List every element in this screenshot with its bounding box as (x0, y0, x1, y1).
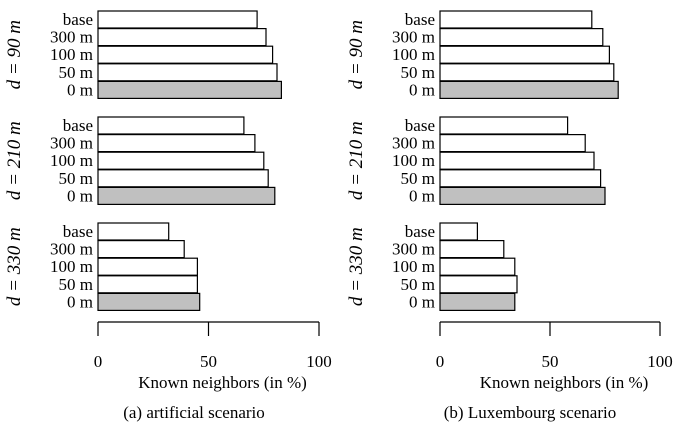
bar (97, 80, 282, 100)
bar (439, 240, 505, 259)
bar (97, 134, 256, 153)
category-label: 50 m (401, 63, 435, 82)
x-tick-label: 50 (542, 352, 559, 371)
caption: (b) Luxembourg scenario (444, 403, 616, 422)
bar (97, 151, 265, 170)
bar (97, 10, 258, 29)
bar (97, 275, 199, 294)
bar (439, 134, 586, 153)
bar (97, 222, 170, 241)
category-label: 100 m (392, 45, 435, 64)
category-label: base (63, 10, 93, 29)
bar (97, 292, 201, 311)
bar (97, 186, 276, 205)
category-label: 300 m (50, 240, 93, 259)
group-label: d = 90 m (4, 20, 25, 89)
bar (97, 116, 245, 135)
category-label: base (63, 222, 93, 241)
bar (97, 28, 267, 47)
bar (439, 257, 516, 276)
bar (439, 275, 518, 294)
category-label: 50 m (59, 169, 93, 188)
bar (439, 63, 615, 82)
x-tick-label: 50 (200, 352, 217, 371)
bar (97, 45, 274, 64)
bar (439, 116, 569, 135)
category-label: 300 m (50, 134, 93, 153)
category-label: 300 m (392, 240, 435, 259)
x-tick-label: 0 (94, 352, 103, 371)
caption: (a) artificial scenario (123, 403, 265, 422)
bar (439, 186, 606, 205)
category-label: 100 m (50, 45, 93, 64)
bar (439, 45, 610, 64)
bar (97, 240, 185, 259)
bar (439, 169, 602, 188)
bar (97, 257, 199, 276)
bar (97, 63, 278, 82)
group-label: d = 210 m (4, 121, 25, 200)
category-label: 50 m (401, 275, 435, 294)
bar (439, 292, 516, 311)
category-label: 100 m (392, 151, 435, 170)
category-label: 100 m (50, 151, 93, 170)
bar (439, 151, 595, 170)
category-label: 50 m (401, 169, 435, 188)
bar (439, 28, 604, 47)
group-label: d = 330 m (346, 227, 367, 306)
category-label: 0 m (67, 80, 93, 99)
x-tick-label: 100 (647, 352, 673, 371)
category-label: 0 m (409, 80, 435, 99)
category-label: 50 m (59, 63, 93, 82)
group-label: d = 210 m (346, 121, 367, 200)
group-label: d = 90 m (346, 20, 367, 89)
category-label: base (405, 116, 435, 135)
category-label: 0 m (409, 186, 435, 205)
category-label: 300 m (50, 28, 93, 47)
x-axis-label: Known neighbors (in %) (138, 373, 307, 392)
group-label: d = 330 m (4, 227, 25, 306)
x-tick-label: 0 (436, 352, 445, 371)
x-tick-label: 100 (306, 352, 332, 371)
category-label: 50 m (59, 275, 93, 294)
category-label: base (405, 222, 435, 241)
category-label: 0 m (67, 292, 93, 311)
category-label: base (405, 10, 435, 29)
category-label: base (63, 116, 93, 135)
x-axis-label: Known neighbors (in %) (480, 373, 649, 392)
category-label: 0 m (67, 186, 93, 205)
category-label: 100 m (50, 257, 93, 276)
category-label: 100 m (392, 257, 435, 276)
bar (439, 80, 619, 100)
bar (439, 10, 593, 29)
category-label: 0 m (409, 292, 435, 311)
category-label: 300 m (392, 28, 435, 47)
bar (439, 222, 479, 241)
bar (97, 169, 269, 188)
category-label: 300 m (392, 134, 435, 153)
